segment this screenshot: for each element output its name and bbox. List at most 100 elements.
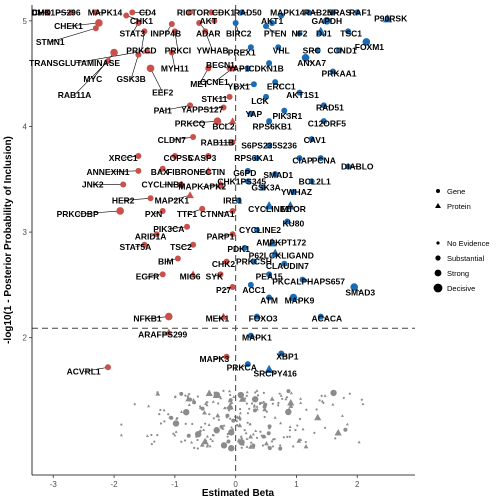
background-point	[245, 437, 249, 440]
data-point	[196, 19, 203, 26]
point-label: MAPK14	[270, 7, 305, 17]
background-point	[205, 401, 208, 404]
point-label: VHL	[273, 45, 290, 55]
data-point	[135, 51, 142, 58]
data-point	[135, 167, 142, 174]
data-point	[296, 155, 303, 162]
background-point	[254, 429, 258, 433]
point-label: YAPPS127	[181, 105, 223, 115]
background-point	[301, 427, 305, 431]
background-point	[251, 443, 256, 448]
background-point	[196, 447, 199, 450]
background-point	[255, 405, 259, 408]
background-point	[187, 393, 191, 396]
legend-evidence-label: No Evidence	[447, 239, 490, 248]
background-point	[263, 402, 268, 407]
point-label: KU80	[283, 219, 305, 229]
background-point	[248, 407, 251, 410]
background-point	[237, 422, 243, 428]
label-connector	[162, 105, 191, 111]
background-point	[241, 394, 244, 397]
background-point	[250, 402, 254, 405]
label-connector	[141, 31, 145, 51]
background-point	[279, 421, 283, 425]
data-point	[244, 65, 251, 72]
point-label: RAF1	[349, 7, 371, 17]
point-label: GSK3A	[251, 183, 280, 193]
data-point	[301, 54, 310, 62]
background-point	[215, 412, 221, 418]
background-point	[299, 438, 303, 441]
background-point	[172, 420, 180, 427]
point-label: AKT1S1	[286, 90, 319, 100]
data-point	[184, 223, 191, 230]
background-point	[284, 397, 288, 401]
point-label: CIAP	[292, 155, 313, 165]
background-point	[179, 391, 184, 396]
data-point	[269, 19, 276, 26]
background-point	[279, 444, 282, 447]
background-point	[245, 445, 249, 448]
data-point	[253, 226, 260, 233]
data-point	[267, 238, 277, 247]
point-label: MET	[190, 79, 209, 89]
point-label: CASP3	[188, 153, 217, 163]
background-point	[299, 397, 303, 400]
data-point	[266, 118, 273, 125]
data-point	[238, 9, 245, 16]
background-point	[180, 440, 183, 443]
data-point	[247, 332, 254, 339]
point-label: YWHAZ	[281, 187, 312, 197]
point-label: CHK1	[130, 16, 153, 26]
background-point	[150, 442, 153, 446]
data-point	[143, 46, 152, 54]
point-label: NFKB1	[133, 314, 162, 324]
background-point	[224, 407, 227, 410]
point-label: MAPK3	[199, 354, 229, 364]
point-label: ACACA	[311, 314, 342, 324]
point-label: CHEK1	[54, 21, 83, 31]
background-point	[278, 392, 281, 395]
data-point	[308, 136, 315, 143]
point-label: EEF2	[152, 88, 174, 98]
data-point	[299, 276, 306, 283]
point-label: STAT3	[119, 29, 145, 39]
x-tick-label: 0	[233, 480, 238, 489]
data-point	[345, 163, 352, 170]
data-point	[141, 241, 148, 248]
point-label: PRKCD	[126, 45, 156, 55]
background-point	[199, 429, 202, 432]
axes: -3 -2 -1 0 1 2 2 3 4 5	[23, 5, 415, 489]
background-point	[205, 389, 213, 397]
point-label: MAPKAPK2	[178, 182, 226, 192]
data-point	[354, 9, 361, 16]
background-point	[262, 400, 265, 404]
data-point	[260, 184, 267, 191]
background-point	[263, 415, 266, 419]
point-label: CYCLINB1	[141, 180, 184, 190]
background-point	[173, 433, 177, 437]
data-point	[244, 178, 251, 185]
background-point	[288, 403, 294, 408]
data-point	[159, 165, 166, 172]
data-point	[296, 30, 303, 37]
background-point	[159, 422, 163, 425]
background-point	[213, 391, 216, 394]
background-point	[222, 423, 226, 427]
point-label: PRKCDBP	[57, 209, 99, 219]
point-label: TRANSGLUTAMINASE	[29, 58, 120, 68]
data-point	[190, 241, 197, 248]
data-point	[235, 197, 242, 204]
point-label: P27	[216, 285, 231, 295]
label-connector	[174, 31, 179, 51]
background-point	[259, 401, 262, 405]
data-point	[104, 57, 111, 64]
point-label: SMAD3	[345, 287, 375, 297]
background-point	[232, 395, 236, 399]
background-point	[269, 396, 275, 401]
background-point	[259, 430, 262, 433]
point-label: JNK2	[82, 180, 104, 190]
data-point	[189, 270, 197, 278]
data-point	[223, 353, 230, 360]
background-point	[217, 418, 220, 421]
